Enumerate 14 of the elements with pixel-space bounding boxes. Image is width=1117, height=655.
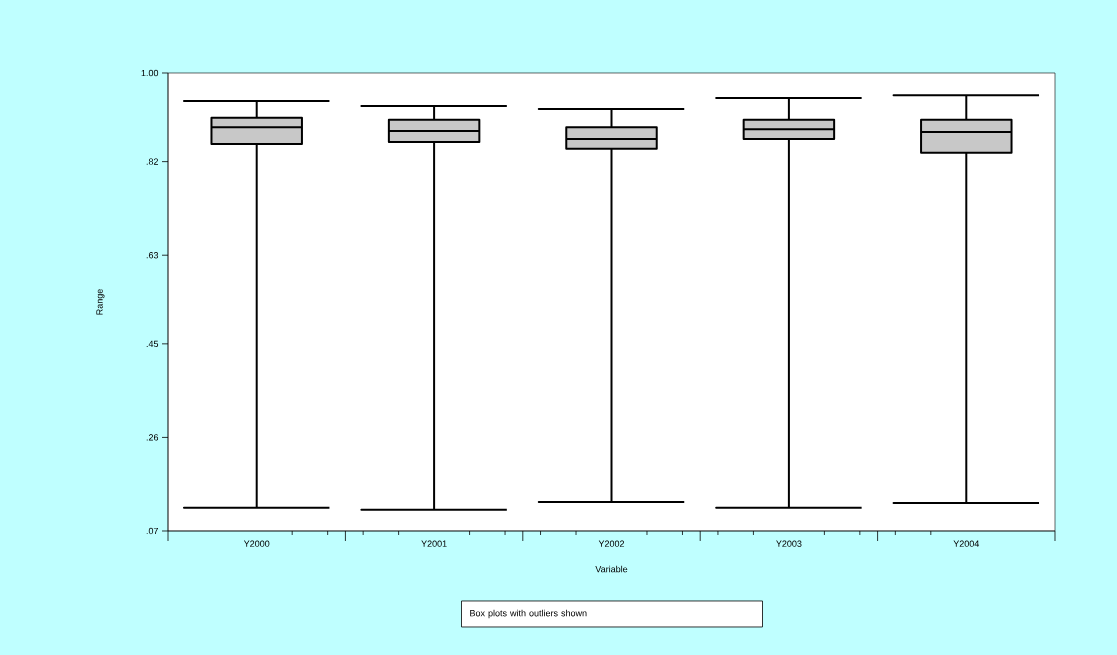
x-tick-label: Y2003 [776,540,802,547]
x-tick-label: Y2002 [598,540,625,547]
x-tick-label: Y2001 [421,540,447,547]
x-axis-title: Variable [595,565,628,573]
y-tick-label: .63 [146,252,159,259]
y-tick-label: 1.00 [141,69,159,77]
x-tick-label: Y2000 [243,540,270,547]
x-tick-label: Y2004 [953,540,980,547]
y-tick-label: .26 [146,434,159,441]
y-axis-title: Range [96,289,105,315]
y-tick-label: .82 [146,158,159,165]
text: Box plots with outliers shown [470,609,587,619]
y-tick-label: .45 [146,340,159,347]
y-tick-label: .07 [146,527,159,535]
